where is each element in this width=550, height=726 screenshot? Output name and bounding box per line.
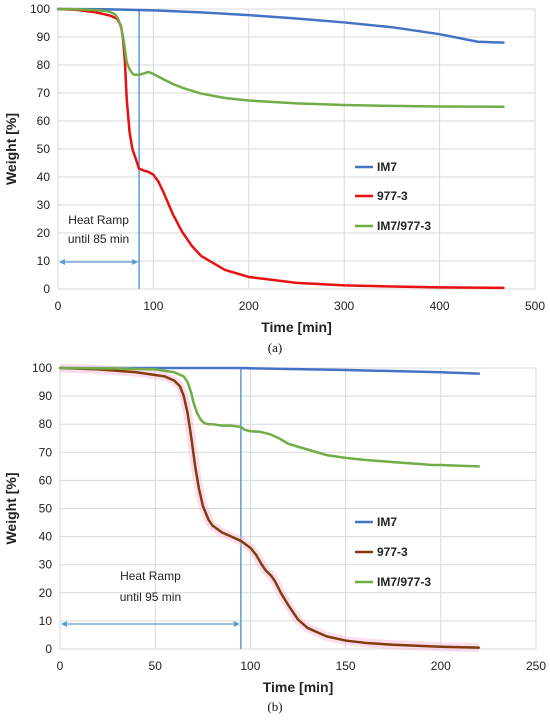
y-tick-label: 70 [37, 86, 51, 100]
arrow-head-right [132, 259, 139, 265]
heat-ramp-annotation-text: until 95 min [120, 590, 181, 604]
legend-label: 977-3 [377, 545, 408, 559]
panel-label: (b) [267, 699, 282, 714]
series-line-im7-977-3 [56, 7, 505, 108]
x-tick-label: 0 [55, 299, 62, 313]
x-tick-label: 500 [525, 299, 545, 313]
y-tick-label: 90 [37, 30, 51, 44]
y-tick-label: 70 [39, 445, 53, 459]
series-line-977-3 [58, 366, 481, 649]
arrow-head-left [59, 259, 65, 265]
arrow-head-left [61, 621, 67, 627]
x-tick-label: 150 [336, 659, 356, 673]
legend-label: IM7 [377, 515, 397, 529]
heat-ramp-annotation-text: Heat Ramp [120, 569, 181, 583]
y-tick-label: 80 [39, 417, 53, 431]
y-tick-label: 30 [37, 198, 51, 212]
y-tick-label: 20 [37, 226, 51, 240]
y-tick-label: 50 [37, 142, 51, 156]
y-tick-label: 100 [30, 2, 50, 16]
y-tick-label: 40 [37, 170, 51, 184]
y-axis-title: Weight [%] [3, 472, 19, 544]
y-tick-label: 40 [39, 530, 53, 544]
x-tick-label: 200 [239, 299, 259, 313]
x-tick-label: 50 [149, 659, 163, 673]
legend-label: 977-3 [377, 189, 408, 203]
legend-label: IM7/977-3 [377, 219, 431, 233]
chart-panel-a: 0 10 20 30 40 50 60 70 80 90 100 0 100 200 300 400 500 Ti… [3, 2, 545, 355]
y-tick-label: 90 [39, 389, 53, 403]
panel-label: (a) [268, 340, 282, 355]
y-tick-label: 60 [39, 473, 53, 487]
heat-ramp-annotation-text: until 85 min [68, 232, 129, 246]
x-axis-title: Time [min] [263, 679, 334, 695]
y-tick-label: 60 [37, 114, 51, 128]
y-tick-label: 20 [39, 586, 53, 600]
series-line-im7-977-3 [58, 366, 481, 468]
y-tick-label: 80 [37, 58, 51, 72]
y-axis-title: Weight [%] [3, 113, 19, 185]
y-tick-label: 0 [45, 642, 52, 656]
series-line-im7 [58, 366, 481, 375]
x-tick-label: 200 [431, 659, 451, 673]
y-tick-label: 100 [32, 361, 52, 375]
x-tick-label: 300 [334, 299, 354, 313]
legend-label: IM7 [377, 160, 397, 174]
heat-ramp-annotation-text: Heat Ramp [68, 213, 129, 227]
x-tick-label: 100 [240, 659, 260, 673]
y-tick-label: 10 [39, 614, 53, 628]
arrow-head-right [233, 621, 240, 627]
x-tick-label: 0 [57, 659, 64, 673]
x-tick-label: 250 [526, 659, 546, 673]
x-axis-title: Time [min] [261, 319, 332, 335]
chart-panel-b: 0 10 20 30 40 50 60 70 80 90 100 0 50 100 150 200 250 Tim… [3, 361, 546, 714]
y-tick-label: 0 [43, 282, 50, 296]
series-line-im7 [56, 7, 505, 44]
x-tick-label: 400 [430, 299, 450, 313]
legend-label: IM7/977-3 [377, 575, 431, 589]
y-tick-label: 30 [39, 558, 53, 572]
y-tick-label: 50 [39, 502, 53, 516]
y-tick-label: 10 [37, 254, 51, 268]
x-tick-label: 100 [143, 299, 163, 313]
